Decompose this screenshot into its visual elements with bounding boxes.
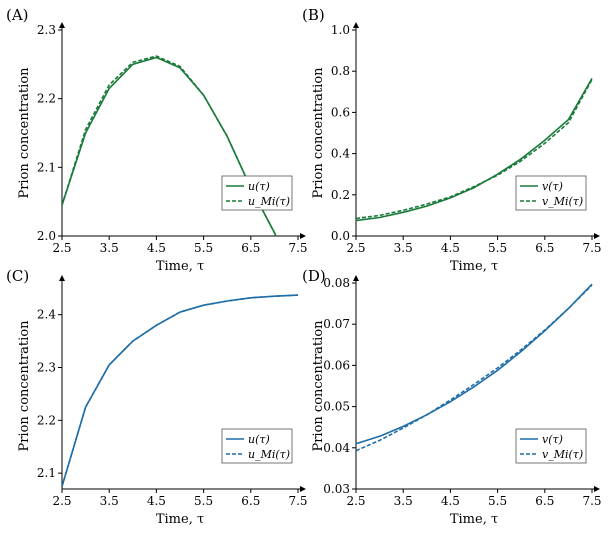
panel-a-y-tick-label: 2.0 [37,229,56,243]
panel-c-y-tick-label: 2.1 [37,466,56,480]
panel-c-legend-box [221,428,293,464]
panel-b-label: (B) [302,6,325,24]
panel-d-y-tick-label: 0.03 [323,482,350,496]
panel-c-legend-entry: u_Mi(τ) [248,448,290,461]
panel-a-legend-entry: u_Mi(τ) [248,195,290,208]
panel-a-x-tick-label: 6.5 [241,241,260,255]
panel-b-x-tick-label: 3.5 [394,241,413,255]
panel-d-y-tick-label: 0.05 [323,400,350,414]
panel-d-x-axis-arrow [594,486,600,492]
panel-a-x-axis-label: Time, τ [156,259,204,274]
panel-a-series-dashed-line [62,55,277,236]
panel-b-y-tick-label: 0.6 [331,105,350,119]
panel-b-x-axis-arrow [594,233,600,239]
panel-c-x-tick-label: 7.5 [288,494,307,508]
panel-a-x-tick-label: 2.5 [52,241,71,255]
panel-c-series-dashed-line [62,294,299,487]
panel-b-y-axis-label: Prion concentration [311,67,326,199]
panel-b-y-axis-arrow [353,22,359,28]
panel-c-x-tick-label: 3.5 [100,494,119,508]
panel-d-x-tick-label: 7.5 [582,494,601,508]
panel-d-legend-entry: v_Mi(τ) [542,448,583,461]
panel-a-y-axis-arrow [59,22,65,28]
panel-d-y-tick-label: 0.07 [323,317,350,331]
panel-d-y-tick-label: 0.08 [323,276,350,290]
panel-c-y-tick-label: 2.3 [37,361,56,375]
panel-b-x-tick-label: 6.5 [535,241,554,255]
panel-d-legend-box [515,428,587,464]
panel-b-y-tick-label: 0.8 [331,64,350,78]
panel-c-x-axis-label: Time, τ [156,512,204,527]
panel-d-x-tick-label: 4.5 [441,494,460,508]
panel-d-legend-entry: v(τ) [542,433,563,446]
panel-c-x-tick-label: 6.5 [241,494,260,508]
panel-a-x-tick-label: 4.5 [147,241,166,255]
panel-a-x-tick-label: 5.5 [194,241,213,255]
panel-d-label: (D) [302,267,326,285]
panel-d-y-tick-label: 0.04 [323,441,350,455]
panel-d-x-tick-label: 6.5 [535,494,554,508]
panel-d-x-tick-label: 5.5 [488,494,507,508]
panel-d-series-dashed-line [356,284,593,452]
panel-a-x-axis-arrow [300,233,306,239]
panel-b-y-tick-label: 0.4 [331,147,350,161]
panel-b-x-tick-label: 5.5 [488,241,507,255]
panel-a-y-tick-label: 2.1 [37,160,56,174]
panel-b-series-solid-line [356,78,593,222]
panel-c-y-axis-label: Prion concentration [17,320,32,452]
panel-d-y-axis-label: Prion concentration [311,320,326,452]
panel-c-x-tick-label: 5.5 [194,494,213,508]
panel-c-x-tick-label: 4.5 [147,494,166,508]
panel-a-series-solid-line [62,56,277,236]
panel-d-x-axis-label: Time, τ [450,512,498,527]
panel-a-legend-entry: u(τ) [248,180,270,193]
panel-b-legend-entry: v(τ) [542,180,563,193]
panel-c-label: (C) [6,267,29,285]
panel-b-legend-entry: v_Mi(τ) [542,195,583,208]
panel-c-x-tick-label: 2.5 [52,494,71,508]
panel-b-x-axis-label: Time, τ [450,259,498,274]
panel-c: (C) 2.5 3.5 4.5 5.5 6.5 7.5 2.1 2.2 2.3 2.4 Time, τ… [6,267,308,527]
panel-a: (A) 2.5 3.5 4.5 5.5 6.5 7.5 2.0 2.1 2.2 2.3 Time, τ… [6,6,308,274]
panel-c-y-axis-arrow [59,275,65,281]
panel-b-series-dashed-line [356,79,593,220]
panel-a-legend-box [221,175,293,211]
panel-b-y-tick-label: 0.0 [331,229,350,243]
panel-a-y-tick-label: 2.3 [37,23,56,37]
panel-c-x-axis-arrow [300,486,306,492]
panel-c-y-tick-label: 2.4 [37,308,56,322]
panel-d-series-solid-line [356,283,593,445]
panel-b-legend-box [515,175,587,211]
panel-b-x-tick-label: 2.5 [346,241,365,255]
panel-a-y-axis-label: Prion concentration [17,67,32,199]
panel-a-y-tick-label: 2.2 [37,92,56,106]
panel-b: (B) 2.5 3.5 4.5 5.5 6.5 7.5 0.0 0.2 0.4 0.6 0.8 1.0 T… [302,6,602,274]
panel-d: (D) 2.5 3.5 4.5 5.5 6.5 7.5 0.03 0.04 0.05 0.06 0.0… [302,267,602,527]
panel-b-x-tick-label: 4.5 [441,241,460,255]
panel-a-label: (A) [6,6,29,24]
panel-c-legend-entry: u(τ) [248,433,270,446]
panel-d-x-tick-label: 3.5 [394,494,413,508]
panel-c-y-tick-label: 2.2 [37,413,56,427]
panel-a-x-tick-label: 7.5 [288,241,307,255]
panel-b-y-tick-label: 1.0 [331,23,350,37]
panel-b-x-tick-label: 7.5 [582,241,601,255]
panel-a-x-tick-label: 3.5 [100,241,119,255]
panel-d-y-axis-arrow [353,275,359,281]
panel-b-y-tick-label: 0.2 [331,188,350,202]
panel-d-y-tick-label: 0.06 [323,358,350,372]
panel-d-x-tick-label: 2.5 [346,494,365,508]
